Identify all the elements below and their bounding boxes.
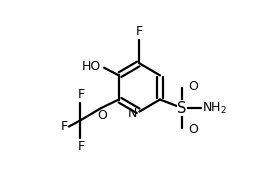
Text: F: F xyxy=(78,88,85,101)
Text: N: N xyxy=(127,106,137,120)
Text: O: O xyxy=(97,109,107,122)
Text: F: F xyxy=(61,120,68,133)
Text: O: O xyxy=(188,80,198,93)
Text: HO: HO xyxy=(82,61,101,73)
Text: S: S xyxy=(177,101,187,116)
Text: F: F xyxy=(136,25,143,38)
Text: NH$_2$: NH$_2$ xyxy=(202,100,227,116)
Text: O: O xyxy=(188,123,198,136)
Text: F: F xyxy=(78,140,85,153)
